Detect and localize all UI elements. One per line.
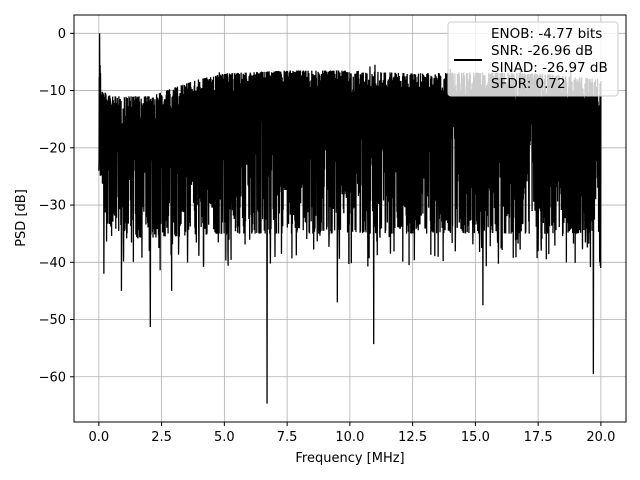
y-tick-label: −20 — [39, 141, 66, 156]
y-axis-label: PSD [dB] — [14, 189, 29, 247]
series-group — [98, 33, 602, 404]
x-tick-label: 15.0 — [461, 430, 490, 445]
x-tick-label: 5.0 — [214, 430, 235, 445]
x-tick-label: 12.5 — [398, 430, 427, 445]
y-axis: 0 −10 −20 −30 −40 −50 −60 — [39, 27, 74, 385]
y-tick-label: −10 — [39, 84, 66, 99]
x-tick-label: 10.0 — [335, 430, 364, 445]
x-tick-label: 17.5 — [524, 430, 553, 445]
legend-entry-snr: SNR: -26.96 dB — [491, 43, 593, 59]
x-tick-label: 2.5 — [151, 430, 172, 445]
legend-entry-sfdr: SFDR: 0.72 — [491, 76, 566, 92]
legend-entry-enob: ENOB: -4.77 bits — [491, 26, 602, 42]
x-axis: 0.0 2.5 5.0 7.5 10.0 12.5 15.0 17.5 20.0 — [89, 422, 615, 445]
legend-box — [447, 21, 619, 97]
x-tick-label: 20.0 — [586, 430, 615, 445]
x-tick-label: 7.5 — [277, 430, 298, 445]
y-tick-label: −50 — [39, 313, 66, 328]
psd-series-line — [98, 33, 602, 404]
legend-entry-sinad: SINAD: -26.97 dB — [491, 60, 608, 76]
y-tick-label: −60 — [39, 370, 66, 385]
x-axis-label: Frequency [MHz] — [295, 451, 404, 466]
y-tick-label: −30 — [39, 199, 66, 214]
y-tick-label: −40 — [39, 256, 66, 271]
x-tick-label: 0.0 — [89, 430, 110, 445]
y-tick-label: 0 — [58, 27, 66, 42]
legend: ENOB: -4.77 bits SNR: -26.96 dB SINAD: -… — [447, 21, 619, 97]
